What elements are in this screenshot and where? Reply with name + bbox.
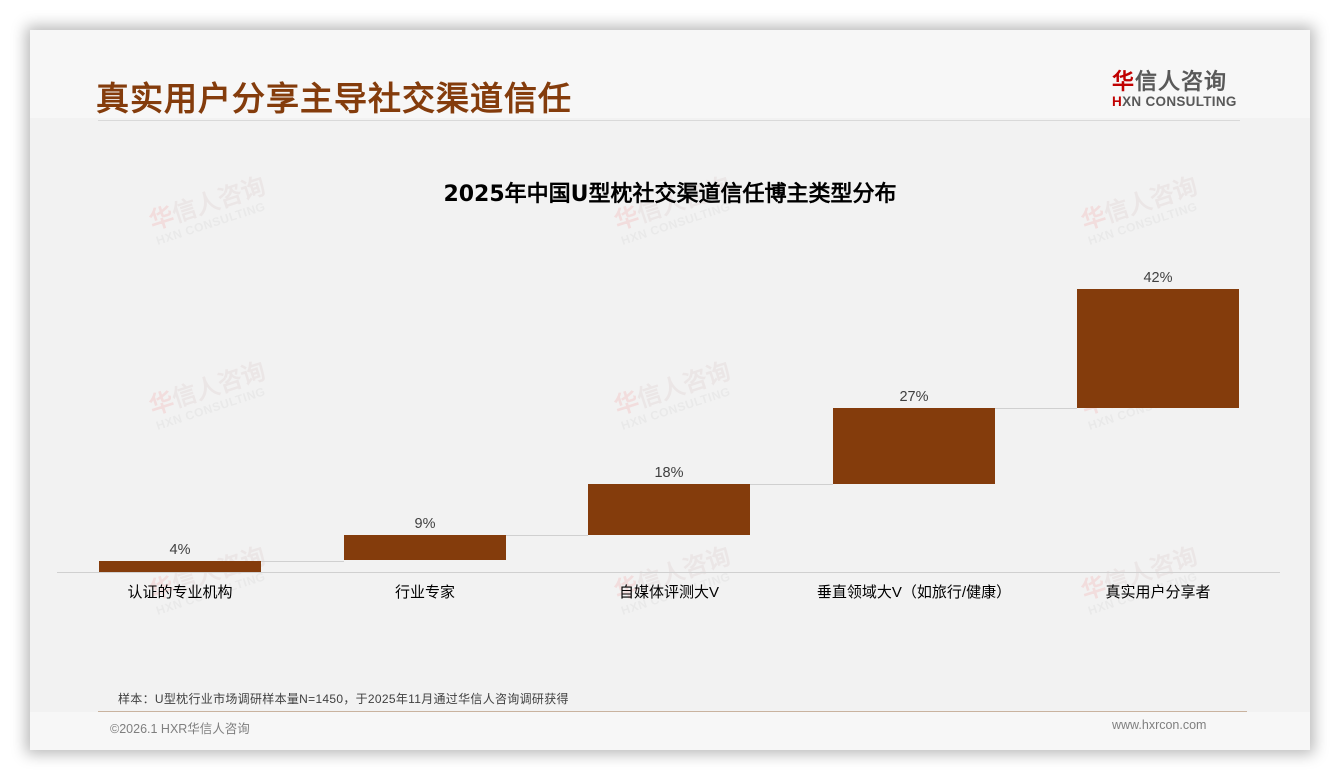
company-logo: 华信人咨询 HXN CONSULTING	[1110, 64, 1240, 114]
logo-mark: 华	[1112, 70, 1136, 95]
x-axis-line	[57, 572, 1280, 573]
connector-line	[750, 484, 833, 485]
bar	[99, 561, 261, 572]
chart-title: 2025年中国U型枕社交渠道信任博主类型分布	[443, 182, 897, 207]
category-label: 真实用户分享者	[1105, 584, 1211, 601]
website-link[interactable]: www.hxrcon.com	[1112, 718, 1207, 732]
connector-line	[995, 408, 1077, 409]
footer-band	[30, 712, 1310, 750]
logo-en: HXN CONSULTING	[1112, 94, 1237, 109]
category-label: 自媒体评测大V	[618, 584, 719, 601]
logo-en-text: XN CONSULTING	[1122, 94, 1237, 109]
logo-en-mark: H	[1112, 94, 1123, 109]
logo-cn-text: 信人咨询	[1135, 70, 1228, 95]
bar	[1077, 289, 1239, 408]
connector-line	[261, 561, 344, 562]
slide: 真实用户分享主导社交渠道信任 华信人咨询 HXN CONSULTING 华信人咨…	[30, 30, 1310, 750]
logo-cn: 华信人咨询	[1112, 64, 1227, 96]
source-note: 样本：U型枕行业市场调研样本量N=1450，于2025年11月通过华信人咨询调研…	[118, 692, 569, 706]
bar	[588, 484, 750, 535]
data-label: 27%	[899, 389, 929, 405]
title-divider	[98, 120, 1240, 121]
footer-divider	[98, 711, 1247, 712]
bar	[833, 408, 995, 484]
category-label: 认证的专业机构	[127, 584, 233, 601]
connector-line	[506, 535, 588, 536]
data-label: 9%	[414, 516, 436, 532]
category-label: 垂直领域大V（如旅行/健康）	[816, 584, 1012, 601]
category-label: 行业专家	[394, 584, 455, 601]
header-band	[30, 30, 1310, 118]
page-title: 真实用户分享主导社交渠道信任	[96, 79, 572, 118]
data-label: 18%	[654, 465, 684, 481]
bar	[344, 535, 506, 560]
data-label: 42%	[1143, 270, 1173, 286]
waterfall-chart: 4% 认证的专业机构 9% 行业专家 18% 自媒体评测大V 27% 垂直领域大V（如旅行/健…	[30, 30, 1310, 750]
data-label: 4%	[169, 542, 191, 558]
copyright: ©2026.1 HXR华信人咨询	[110, 722, 250, 736]
